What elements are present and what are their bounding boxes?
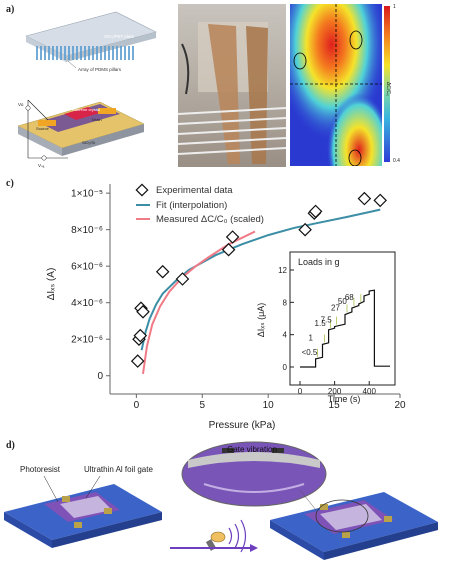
data-point — [136, 305, 150, 319]
data-point — [357, 191, 372, 206]
substrate-label: SiO₂/Si — [82, 140, 95, 145]
panel-c-label: c) — [6, 178, 14, 189]
data-point — [175, 272, 190, 286]
data-point — [298, 222, 312, 237]
y-tick-label: 4×10⁻⁶ — [71, 298, 103, 309]
chart-legend: Experimental data Fit (interpolation) Me… — [135, 183, 264, 225]
legend-marker-experimental — [135, 183, 149, 197]
x-tick-label: 0 — [134, 400, 140, 411]
x-tick-label: 15 — [329, 400, 341, 411]
series-line — [142, 230, 256, 375]
photoresist-label: Photoresist — [20, 465, 61, 474]
inset-y-tick-label: 12 — [278, 266, 287, 275]
rubrene-crystal-label: Rubrene crystal — [72, 107, 100, 112]
pillars-label: Array of PDMS pillars — [78, 67, 122, 72]
data-point — [308, 204, 323, 219]
inset-load-label: 1 — [309, 333, 314, 342]
colorbar-min: 0.4 — [393, 158, 400, 164]
colorbar-title: ΔC/C₀ — [385, 82, 391, 97]
capacitance-heatmap — [290, 4, 382, 166]
legend-experimental: Experimental data — [156, 185, 233, 196]
inset-title: Loads in g — [298, 257, 340, 267]
device-photo — [178, 4, 286, 167]
data-point — [130, 354, 145, 368]
inset-xlabel: Time (s) — [328, 394, 361, 404]
colorbar-max: 1 — [393, 4, 396, 10]
vg-label: Vɢ — [18, 102, 24, 107]
gate-vibration-label: Gate vibration — [227, 445, 277, 454]
inset-load-label: 1.5 — [315, 319, 327, 328]
legend-fit: Fit (interpolation) — [156, 200, 227, 211]
inset-frame — [289, 251, 396, 386]
inset-load-label: 7.5 — [321, 316, 333, 325]
panel-d-label: d) — [6, 440, 15, 451]
foil-gate-label: Ultrathin Al foil gate — [84, 465, 153, 474]
data-point — [133, 328, 148, 343]
inset-x-tick-label: 0 — [298, 387, 303, 396]
x-axis-label: Pressure (kPa) — [209, 420, 276, 431]
y-tick-label: 6×10⁻⁶ — [71, 262, 103, 273]
x-tick-label: 20 — [394, 400, 406, 411]
y-tick-label: 1×10⁻⁵ — [71, 189, 103, 200]
data-point — [155, 264, 170, 279]
legend-measured: Measured ΔC/C₀ (scaled) — [156, 214, 264, 225]
inset-load-label: 68 — [345, 293, 354, 302]
vsd-label: Vₛₐ — [38, 163, 45, 168]
y-axis-label: ΔIₓₛ (A) — [46, 268, 57, 301]
drain-label: Drain — [92, 117, 102, 122]
inset-x-tick-label: 400 — [363, 387, 377, 396]
inset-ylabel: ΔIₓₛ (μA) — [256, 303, 266, 338]
inset-y-tick-label: 0 — [283, 363, 288, 372]
x-tick-label: 10 — [263, 400, 275, 411]
inset-load-label: 27 — [331, 303, 340, 312]
data-point — [225, 230, 240, 244]
inset-load-label: <0.5 — [302, 348, 318, 357]
colorbar — [384, 6, 390, 162]
inset-step-line — [300, 289, 390, 368]
data-point — [373, 193, 387, 208]
top-plate-label: SiO₂/PET plate — [104, 34, 135, 39]
inset-x-tick-label: 200 — [328, 387, 342, 396]
x-tick-label: 5 — [199, 400, 205, 411]
inset-load-label: 50 — [338, 297, 347, 306]
panel-a-figure: SiO₂/PET plate Array of PDMS pillars Rub… — [17, 11, 157, 168]
data-point — [221, 242, 236, 257]
pressure-response-chart: 0 5 10 15 2002×10⁻⁶4×10⁻⁶6×10⁻⁶8×10⁻⁶1×10⁻⁵ … — [46, 183, 406, 431]
panel-a-label: a) — [6, 4, 15, 15]
y-tick-label: 0 — [97, 371, 103, 382]
y-tick-label: 8×10⁻⁶ — [71, 225, 103, 236]
pdms-pillar-array — [36, 46, 136, 60]
inset-y-tick-label: 8 — [283, 298, 288, 307]
source-label: Source — [36, 126, 49, 131]
inset-y-tick-label: 4 — [283, 331, 288, 340]
panel-d-figure: Photoresist Ultrathin Al foil gate Gate … — [4, 441, 438, 560]
y-tick-label: 2×10⁻⁶ — [71, 335, 103, 346]
sound-wave-icon — [228, 519, 247, 553]
